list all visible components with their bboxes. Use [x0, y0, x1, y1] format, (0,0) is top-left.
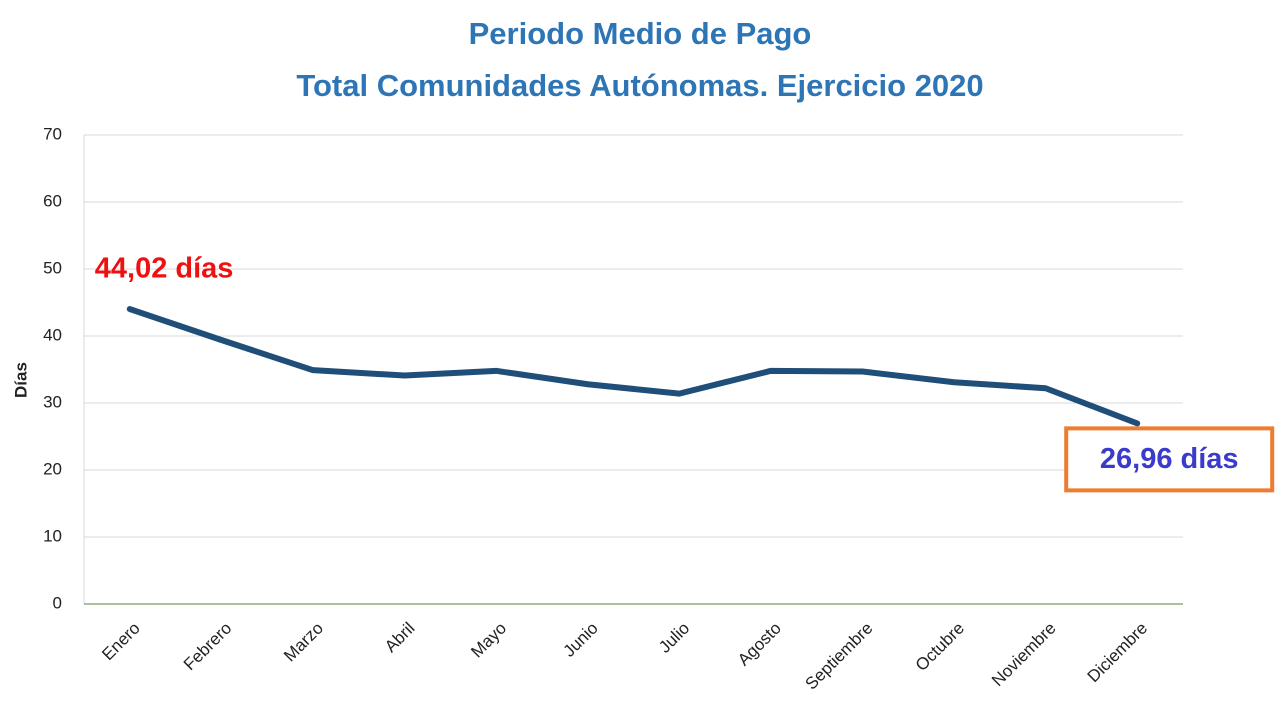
x-tick-label: Febrero	[180, 619, 236, 675]
x-tick-label: Abril	[381, 619, 418, 656]
x-tick-label: Diciembre	[1084, 619, 1152, 687]
x-tick-label: Octubre	[912, 619, 968, 675]
x-tick-label: Enero	[98, 619, 144, 665]
chart-title: Periodo Medio de Pago	[469, 16, 812, 51]
y-tick-label: 20	[43, 459, 62, 478]
y-tick-label: 50	[43, 258, 62, 277]
x-tick-label: Julio	[655, 619, 693, 657]
label-box	[1064, 426, 1275, 493]
y-tick-label: 0	[53, 593, 62, 612]
y-tick-label: 70	[43, 124, 62, 143]
y-tick-label: 40	[43, 325, 62, 344]
x-tick-label: Noviembre	[988, 619, 1060, 691]
y-tick-label: 30	[43, 392, 62, 411]
x-tick-label: Junio	[560, 619, 602, 661]
x-tick-label: Agosto	[734, 619, 785, 670]
y-axis-label: Días	[11, 362, 30, 398]
x-tick-label: Septiembre	[802, 619, 877, 694]
data-label: 26,96 días	[1100, 443, 1239, 475]
data-line	[126, 306, 1141, 427]
y-tick-label: 10	[43, 526, 62, 545]
x-tick-label: Marzo	[280, 619, 327, 666]
chart-subtitle: Total Comunidades Autónomas. Ejercicio 2…	[296, 68, 983, 103]
y-tick-label: 60	[43, 191, 62, 210]
data-label: 44,02 días	[95, 253, 234, 285]
x-tick-label: Mayo	[467, 619, 510, 662]
